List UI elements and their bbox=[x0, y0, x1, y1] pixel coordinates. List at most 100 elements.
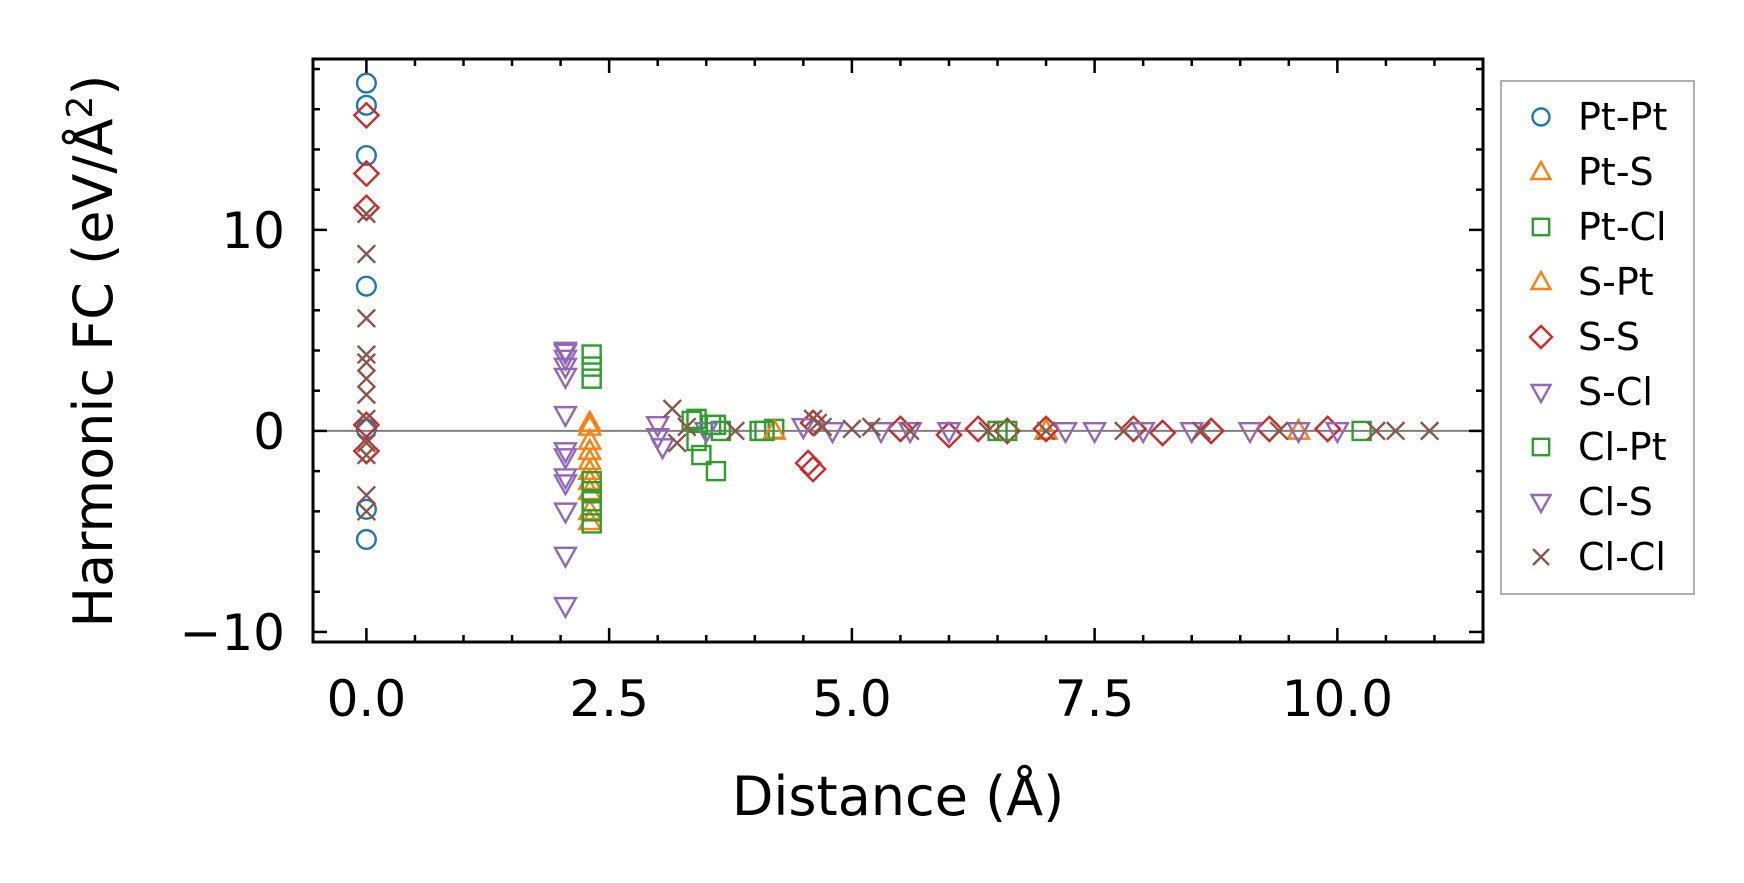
point-Cl-Cl-29 bbox=[1419, 421, 1440, 441]
point-Cl-Cl-26 bbox=[1269, 421, 1289, 441]
y-tick-label: 0 bbox=[253, 403, 285, 461]
point-Cl-Cl-4 bbox=[356, 352, 377, 373]
point-S-S-14 bbox=[1148, 419, 1177, 447]
point-S-S-9 bbox=[935, 421, 963, 449]
legend-item: S-Pt bbox=[1529, 260, 1654, 304]
x-tick-label: 0.0 bbox=[327, 670, 407, 728]
legend-marker-Cl-Cl bbox=[1532, 548, 1550, 566]
legend-label: Pt-S bbox=[1578, 150, 1654, 194]
point-Cl-S-7 bbox=[1130, 422, 1156, 445]
legend-item: Cl-Cl bbox=[1532, 535, 1666, 579]
point-Cl-S-9 bbox=[1324, 422, 1350, 445]
point-Cl-Pt-0 bbox=[686, 408, 707, 430]
legend-label: Cl-Pt bbox=[1578, 425, 1667, 469]
point-S-Cl-8 bbox=[552, 546, 578, 570]
point-Pt-Pt-3 bbox=[355, 275, 377, 297]
point-Cl-Cl-24 bbox=[1114, 421, 1134, 441]
point-Cl-Cl-20 bbox=[861, 417, 881, 437]
point-Cl-Cl-10 bbox=[356, 485, 377, 505]
x-axis-title: Distance (Å) bbox=[732, 764, 1064, 828]
axis-ticks bbox=[313, 59, 1483, 642]
point-S-Cl-10 bbox=[645, 415, 671, 439]
legend-marker-S-Cl bbox=[1529, 383, 1553, 405]
point-S-S-15 bbox=[1197, 417, 1225, 445]
legend-label: Cl-S bbox=[1578, 480, 1653, 524]
point-S-Cl-5 bbox=[552, 442, 578, 465]
y-axis-title-main: Harmonic FC (eV/Å bbox=[61, 118, 125, 627]
point-S-Cl-18 bbox=[1286, 422, 1312, 445]
legend-frame bbox=[1500, 80, 1695, 595]
point-Pt-Pt-2 bbox=[355, 144, 377, 167]
point-S-S-2 bbox=[352, 193, 381, 222]
series-Cl-Cl bbox=[356, 204, 1440, 521]
x-tick-labels: 0.0 2.5 5.0 7.5 10.0 bbox=[327, 670, 1393, 728]
y-axis-title-superscript: 2 bbox=[60, 96, 101, 119]
legend-item: Pt-Cl bbox=[1531, 205, 1667, 249]
point-S-S-6 bbox=[799, 455, 827, 483]
point-S-Cl-16 bbox=[1082, 422, 1108, 445]
point-Cl-Cl-13 bbox=[667, 433, 687, 453]
point-S-Pt-2 bbox=[1033, 417, 1059, 440]
legend-label: Pt-Pt bbox=[1578, 95, 1667, 139]
legend-marker-Pt-Pt bbox=[1531, 107, 1551, 127]
point-S-Cl-1 bbox=[552, 349, 578, 373]
point-Cl-Cl-7 bbox=[356, 409, 377, 429]
point-Cl-Cl-21 bbox=[900, 421, 920, 441]
point-S-Cl-3 bbox=[552, 367, 578, 391]
point-S-Cl-7 bbox=[552, 502, 578, 525]
series-S-Cl bbox=[552, 341, 1312, 620]
point-S-S-10 bbox=[964, 415, 992, 443]
point-S-Pt-3 bbox=[1286, 417, 1312, 440]
point-Cl-Cl-0 bbox=[356, 204, 377, 224]
point-S-S-16 bbox=[1255, 415, 1284, 443]
series-Cl-Pt bbox=[686, 408, 1018, 442]
point-Pt-Cl-7 bbox=[581, 513, 602, 534]
point-Cl-S-0 bbox=[552, 343, 578, 366]
point-Cl-Cl-5 bbox=[356, 368, 377, 389]
point-Cl-Cl-12 bbox=[662, 399, 682, 419]
y-tick-labels: −10 0 10 bbox=[179, 202, 285, 662]
point-S-S-8 bbox=[886, 415, 915, 443]
y-axis-title: Harmonic FC (eV/Å2) bbox=[60, 75, 125, 628]
point-S-S-0 bbox=[352, 101, 381, 130]
point-Cl-Cl-23 bbox=[1036, 421, 1056, 441]
point-Cl-Pt-1 bbox=[705, 414, 727, 436]
point-Cl-S-8 bbox=[1237, 422, 1263, 445]
point-Cl-Cl-3 bbox=[356, 344, 377, 365]
point-Cl-Cl-22 bbox=[978, 421, 998, 441]
point-S-Cl-9 bbox=[552, 596, 578, 620]
series-S-S bbox=[352, 101, 1342, 483]
plot-area bbox=[313, 72, 1483, 620]
legend-label: S-Pt bbox=[1578, 260, 1654, 304]
legend-label: S-S bbox=[1578, 315, 1640, 359]
point-Cl-Cl-25 bbox=[1191, 421, 1212, 441]
point-Pt-Pt-4 bbox=[355, 498, 377, 520]
point-Cl-Cl-1 bbox=[356, 244, 377, 264]
point-S-Pt-0 bbox=[577, 409, 603, 432]
legend-label: S-Cl bbox=[1578, 370, 1653, 414]
legend-item: Pt-Pt bbox=[1531, 95, 1667, 139]
point-Pt-Cl-8 bbox=[681, 410, 702, 432]
y-tick-label: 10 bbox=[221, 202, 285, 260]
x-tick-label: 5.0 bbox=[812, 670, 892, 728]
point-S-Cl-4 bbox=[552, 405, 578, 429]
y-axis-title-close: ) bbox=[62, 75, 125, 96]
point-S-Cl-15 bbox=[936, 422, 962, 445]
point-Pt-Cl-1 bbox=[581, 356, 602, 377]
legend-label: Cl-Cl bbox=[1578, 535, 1666, 579]
point-Pt-Cl-2 bbox=[581, 368, 602, 389]
legend-marker-Pt-Cl bbox=[1531, 217, 1551, 237]
point-Cl-Cl-2 bbox=[356, 308, 377, 328]
x-tick-label: 2.5 bbox=[569, 670, 649, 728]
point-Pt-Pt-0 bbox=[355, 72, 377, 94]
point-S-S-13 bbox=[1119, 415, 1148, 443]
point-Cl-Cl-11 bbox=[356, 501, 377, 521]
point-Cl-S-6 bbox=[1052, 422, 1078, 445]
point-S-S-3 bbox=[352, 411, 381, 439]
point-Cl-Cl-18 bbox=[813, 417, 833, 437]
legend-label: Pt-Cl bbox=[1578, 205, 1667, 249]
point-Cl-Cl-9 bbox=[356, 445, 377, 465]
x-tick-label: 7.5 bbox=[1055, 670, 1135, 728]
